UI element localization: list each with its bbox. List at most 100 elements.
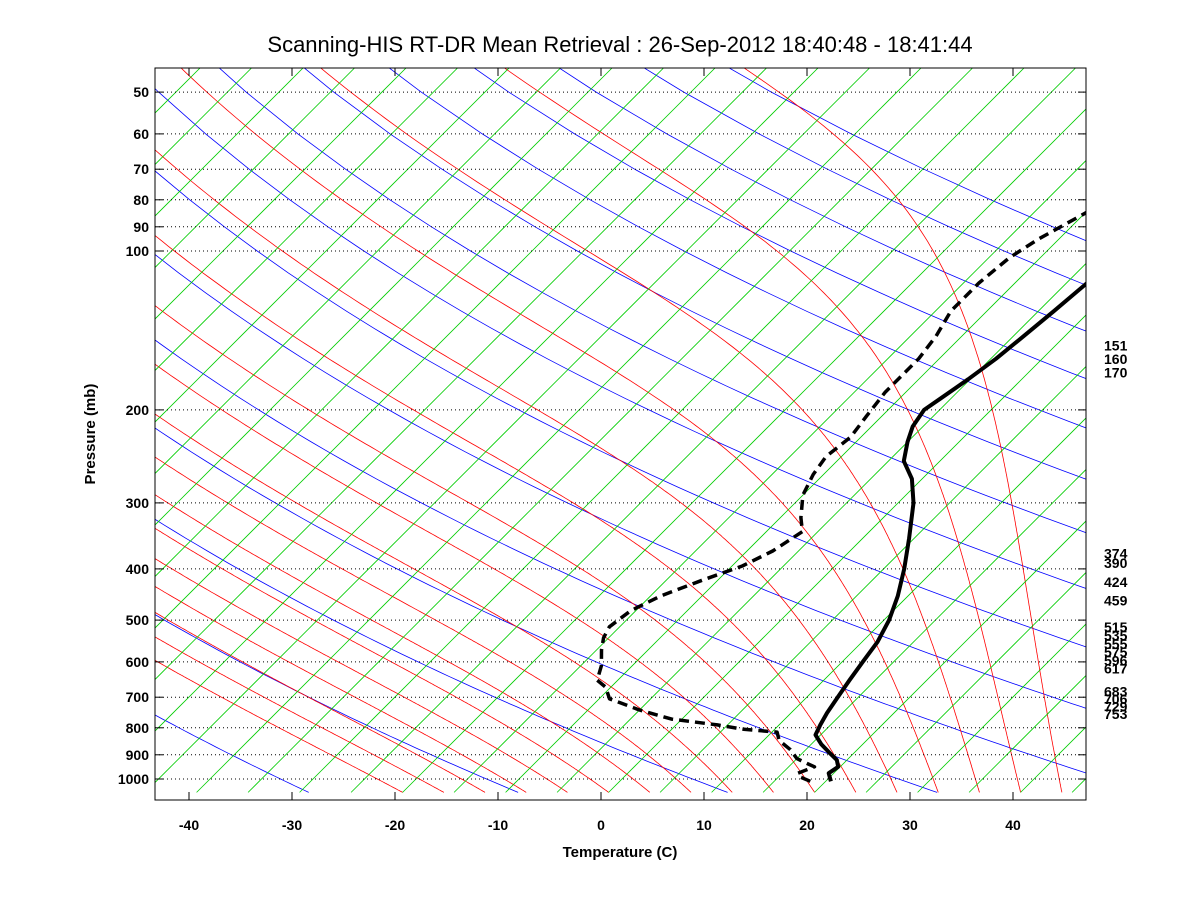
dry-adiabat-line <box>155 518 728 793</box>
y-tick-label: 300 <box>126 495 150 511</box>
moist-adiabat-line <box>155 234 857 793</box>
x-tick-label: -40 <box>179 817 199 833</box>
y-tick-label: 90 <box>133 219 149 235</box>
x-tick-label: -20 <box>385 817 405 833</box>
x-tick-label: -30 <box>282 817 302 833</box>
mixing-ratio-line <box>453 159 1086 793</box>
y-axis-label: Pressure (mb) <box>82 384 99 485</box>
right-pressure-label: 683 <box>1104 684 1128 700</box>
y-tick-label: 400 <box>126 561 150 577</box>
plot-frame <box>154 67 1087 801</box>
y-tick-label: 1000 <box>118 771 149 787</box>
y-tick-label: 70 <box>133 161 149 177</box>
right-pressure-label: 575 <box>1104 644 1128 660</box>
dry-adiabat-line <box>155 614 519 793</box>
mixing-ratio-line <box>155 68 613 526</box>
dry-adiabat-line <box>218 68 1086 534</box>
dry-adiabat-line <box>155 714 309 793</box>
right-pressure-label: 753 <box>1104 706 1128 722</box>
mixing-ratio-line <box>505 211 1086 793</box>
mixing-ratio-line <box>556 262 1086 793</box>
moist-adiabat-line <box>155 659 403 793</box>
moist-adiabat-line <box>155 636 445 793</box>
mixing-ratio-line <box>917 623 1086 793</box>
dewpoint-line <box>595 210 1086 783</box>
moist-adiabat-line <box>155 149 898 793</box>
dry-adiabat-line <box>388 68 1086 429</box>
right-pressure-label: 555 <box>1104 636 1128 652</box>
sounding-series <box>595 210 1086 783</box>
moist-adiabat-line <box>155 527 609 793</box>
x-tick-label: 20 <box>799 817 815 833</box>
moist-adiabat-line <box>155 611 486 793</box>
y-tick-label: 800 <box>126 720 150 736</box>
temperature-line <box>813 281 1086 782</box>
moist-adiabat-line <box>503 68 1021 793</box>
right-pressure-label: 535 <box>1104 628 1128 644</box>
mixing-ratio-line <box>350 68 1077 793</box>
x-tick-label: 30 <box>902 817 918 833</box>
y-tick-label: 700 <box>126 689 150 705</box>
mixing-ratio-line <box>155 68 562 475</box>
right-pressure-label: 170 <box>1104 365 1128 381</box>
mixing-ratio-line <box>155 68 356 269</box>
y-tick-label: 80 <box>133 192 149 208</box>
chart-title: Scanning-HIS RT-DR Mean Retrieval : 26-S… <box>267 32 972 57</box>
background-lines <box>155 68 1086 793</box>
y-axis-ticks: 50 60 70 80 90 100 200 300 400 500 600 700 800 900 100… <box>118 84 1086 787</box>
mixing-ratio-line <box>762 468 1086 793</box>
mixing-ratio-line <box>155 68 407 320</box>
right-pressure-label: 706 <box>1104 691 1128 707</box>
y-tick-label: 50 <box>133 84 149 100</box>
right-pressure-label: 596 <box>1104 652 1128 668</box>
moist-adiabat-line <box>155 558 568 793</box>
moist-adiabat-line <box>155 363 774 793</box>
moist-adiabat-line <box>155 305 815 793</box>
dry-adiabat-line <box>155 170 1086 648</box>
x-axis-label: Temperature (C) <box>563 844 678 861</box>
moist-adiabat-line <box>320 68 980 793</box>
dry-adiabat-line <box>155 253 1086 709</box>
x-tick-label: 10 <box>696 817 712 833</box>
mixing-ratio-line <box>155 68 459 372</box>
right-pressure-label: 459 <box>1104 592 1128 608</box>
y-tick-label: 900 <box>126 747 150 763</box>
y-tick-label: 200 <box>126 402 150 418</box>
x-axis-ticks: -40 -30 -20 -10 0 10 20 30 40 <box>179 68 1021 833</box>
mixing-ratio-line <box>155 68 510 423</box>
mixing-ratio-line <box>247 68 974 793</box>
mixing-ratio-line <box>155 68 768 681</box>
mixing-ratio-line <box>299 68 1025 793</box>
y-tick-label: 600 <box>126 654 150 670</box>
moist-adiabat-line <box>155 456 692 793</box>
mixing-ratio-line <box>608 314 1086 793</box>
right-pressure-label: 729 <box>1104 699 1128 715</box>
x-tick-label: -10 <box>488 817 508 833</box>
right-pressure-label: 374 <box>1104 546 1128 562</box>
mixing-ratio-line <box>402 108 1086 793</box>
moist-adiabat-line <box>743 68 1063 793</box>
x-tick-label: 0 <box>597 817 605 833</box>
right-pressure-label: 424 <box>1104 574 1128 590</box>
dry-adiabat-line <box>155 339 1086 774</box>
mixing-ratio-line <box>196 68 922 793</box>
x-tick-label: 40 <box>1005 817 1021 833</box>
mixing-ratio-line <box>865 571 1086 793</box>
dry-adiabat-line <box>155 87 1086 589</box>
dry-adiabat-line <box>155 427 938 793</box>
mixing-ratio-line <box>155 68 819 732</box>
right-pressure-label: 160 <box>1104 351 1128 367</box>
moist-adiabat-line <box>155 413 733 793</box>
mixing-ratio-line <box>155 68 665 578</box>
right-pressure-label: 617 <box>1104 660 1128 676</box>
mixing-ratio-line <box>659 365 1086 793</box>
mixing-ratio-line <box>814 520 1086 793</box>
mixing-ratio-line <box>155 68 304 217</box>
right-pressure-label: 151 <box>1104 338 1128 354</box>
right-pressure-label: 515 <box>1104 619 1128 635</box>
dry-adiabat-line <box>303 68 1086 480</box>
y-tick-label: 100 <box>126 243 150 259</box>
